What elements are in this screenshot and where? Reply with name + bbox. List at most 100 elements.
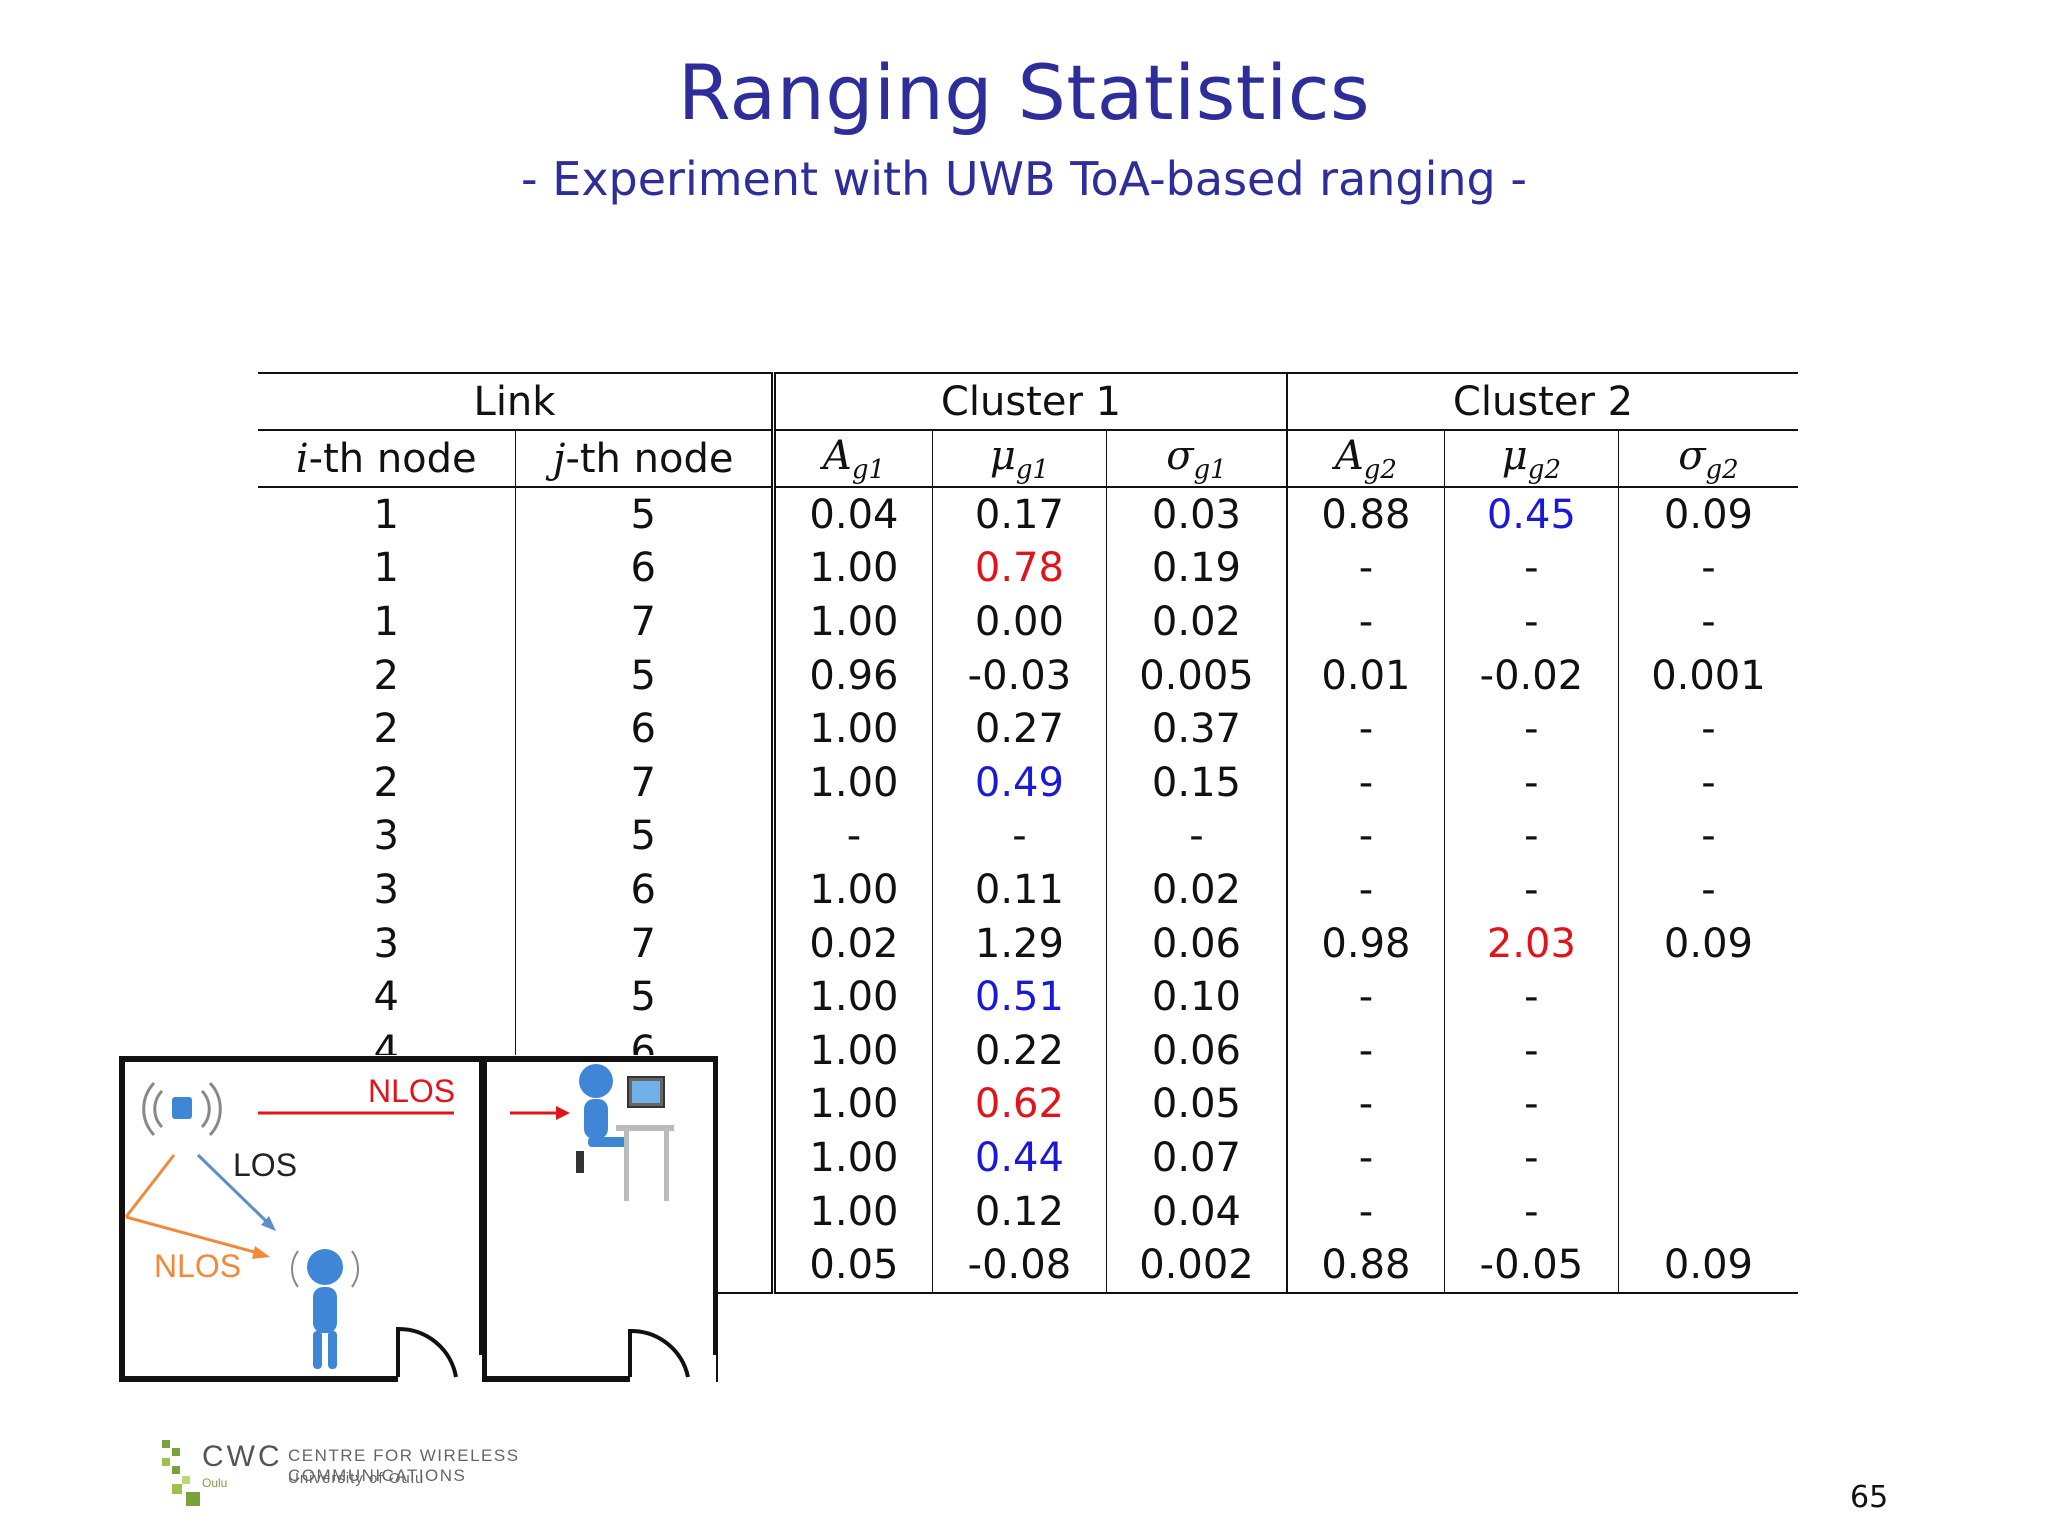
table-row: 2 5 0.96 -0.03 0.005 0.01 -0.02 0.001 <box>258 648 1798 703</box>
cell-mu-g2: - <box>1444 863 1619 917</box>
cell-sigma-g1: 0.05 <box>1106 1077 1288 1132</box>
cell-mu-g1: 0.44 <box>932 1131 1107 1185</box>
col-header-sigma-g2: σg2 <box>1618 430 1798 488</box>
university-name: University of Oulu <box>288 1470 425 1487</box>
cell-i-node: 1 <box>258 487 516 542</box>
cell-sigma-g1: 0.15 <box>1106 755 1288 810</box>
cell-mu-g2: - <box>1444 541 1619 596</box>
cell-mu-g2: - <box>1444 970 1619 1024</box>
slide-subtitle: - Experiment with UWB ToA-based ranging … <box>521 152 1527 206</box>
cell-sigma-g2: - <box>1701 545 1716 592</box>
cell-a-g2: - <box>1286 1131 1445 1185</box>
right-door-arc <box>628 1328 690 1378</box>
cell-j-node: 6 <box>515 541 776 596</box>
cell-a-g2: 0.88 <box>1286 1238 1445 1294</box>
col-header-mu-g2-sub: g2 <box>1527 454 1561 485</box>
cell-a-g2: - <box>1286 595 1445 649</box>
col-header-sigma-g1-sym: σ <box>1166 432 1194 479</box>
cell-i-node: 2 <box>258 648 516 703</box>
cell-mu-g2: - <box>1444 1184 1619 1239</box>
cell-j-node: 5 <box>515 809 776 864</box>
cell-sigma-g2 <box>1618 1131 1798 1185</box>
cell-sigma-g2 <box>1618 1185 1798 1239</box>
cell-mu-g1: 0.00 <box>932 595 1107 649</box>
cell-mu-g2: - <box>1444 809 1619 864</box>
cell-sigma-g1: 0.06 <box>1106 916 1288 971</box>
col-header-j-symbol: j <box>553 435 566 482</box>
nlos-reflect-line-1 <box>124 1154 176 1218</box>
cell-sigma-g2 <box>1618 970 1798 1024</box>
cell-sigma-g1: 0.06 <box>1106 1023 1288 1078</box>
cell-mu-g1: -0.03 <box>932 648 1107 703</box>
cell-mu-g1: 0.11 <box>932 863 1107 917</box>
cell-i-node: 3 <box>258 863 516 917</box>
cell-a-g1: 1.00 <box>773 755 933 810</box>
col-header-i-symbol: i <box>295 435 309 482</box>
cell-sigma-g2: 0.001 <box>1651 652 1766 699</box>
cell-sigma-g1: - <box>1106 809 1288 864</box>
standing-person-icon <box>291 1249 359 1369</box>
los-arrow-head-icon <box>261 1216 276 1231</box>
cell-mu-g2: 2.03 <box>1444 916 1619 971</box>
table-row: 2 7 1.00 0.49 0.15- - - <box>258 755 1798 810</box>
cell-j-node: 6 <box>515 702 776 756</box>
table-row: 4 5 1.00 0.51 0.10- - <box>258 970 1798 1024</box>
cell-a-g1: 0.04 <box>773 487 933 542</box>
cell-mu-g1: 0.62 <box>932 1077 1107 1132</box>
col-header-a-g2-sym: A <box>1334 432 1364 479</box>
cell-mu-g1: 1.29 <box>932 916 1107 971</box>
col-header-sigma-g1-sub: g1 <box>1193 454 1227 485</box>
cell-a-g1: 1.00 <box>773 541 933 596</box>
table-row: 1 6 1.00 0.78 0.19- - - <box>258 541 1798 596</box>
cell-sigma-g2: - <box>1701 866 1716 913</box>
group-header-link: Link <box>258 372 776 431</box>
table-row: 2 6 1.00 0.27 0.37- - - <box>258 702 1798 756</box>
cell-mu-g1: 0.12 <box>932 1184 1107 1239</box>
table-row: 3 6 1.00 0.11 0.02- - - <box>258 863 1798 917</box>
cell-sigma-g2: - <box>1701 759 1716 806</box>
table-row: 3 7 0.02 1.29 0.06 0.98 2.03 0.09 <box>258 916 1798 971</box>
cell-mu-g1: 0.17 <box>932 487 1107 542</box>
cell-a-g1: 1.00 <box>773 863 933 917</box>
cell-mu-g1: 0.22 <box>932 1023 1107 1078</box>
nlos-arrow-head-icon <box>556 1106 570 1120</box>
cell-i-node: 4 <box>258 970 516 1024</box>
cell-sigma-g1: 0.37 <box>1106 702 1288 756</box>
cell-a-g2: - <box>1286 1184 1445 1239</box>
cell-sigma-g2: - <box>1701 813 1716 860</box>
cell-a-g1: 0.96 <box>773 648 933 703</box>
cell-a-g2: - <box>1286 970 1445 1024</box>
cell-a-g2: - <box>1286 1023 1445 1078</box>
cell-mu-g2: - <box>1444 1131 1619 1185</box>
cell-mu-g1: -0.08 <box>932 1238 1107 1294</box>
cell-mu-g1: 0.78 <box>932 541 1107 596</box>
col-header-a-g2-sub: g2 <box>1363 454 1397 485</box>
col-header-mu-g1: μg1 <box>932 430 1107 488</box>
radio-waves-icon <box>142 1081 222 1137</box>
cell-i-node: 1 <box>258 541 516 596</box>
cell-mu-g2: - <box>1444 1023 1619 1078</box>
table-row: 0.05 -0.08 0.002 0.88 -0.05 0.09 <box>258 1238 1798 1294</box>
left-door-gap <box>398 1355 482 1385</box>
cell-mu-g1: 0.49 <box>932 755 1107 810</box>
cell-mu-g2: - <box>1444 595 1619 649</box>
col-header-a-g1-sub: g1 <box>851 454 885 485</box>
slide-title: Ranging Statistics <box>677 48 1371 137</box>
col-header-sigma-g2-sub: g2 <box>1705 454 1739 485</box>
cell-a-g1: 1.00 <box>773 1131 933 1185</box>
cell-a-g1: 1.00 <box>773 595 933 649</box>
los-label: LOS <box>233 1147 298 1183</box>
col-header-sigma-g2-sym: σ <box>1678 432 1706 479</box>
cell-mu-g2: - <box>1444 1077 1619 1132</box>
group-header-cluster-2: Cluster 2 <box>1286 372 1798 431</box>
cell-sigma-g2: - <box>1701 598 1716 645</box>
nlos-top-label: NLOS <box>368 1073 456 1109</box>
cell-a-g2: - <box>1286 541 1445 596</box>
cell-mu-g1: - <box>932 809 1107 864</box>
col-header-i-node: i-th node <box>258 430 516 488</box>
cwc-wordmark: CWC <box>202 1440 283 1473</box>
scenario-drawing <box>119 1056 718 1385</box>
col-header-mu-g1-sym: μ <box>989 432 1016 479</box>
cell-j-node: 5 <box>515 648 776 703</box>
